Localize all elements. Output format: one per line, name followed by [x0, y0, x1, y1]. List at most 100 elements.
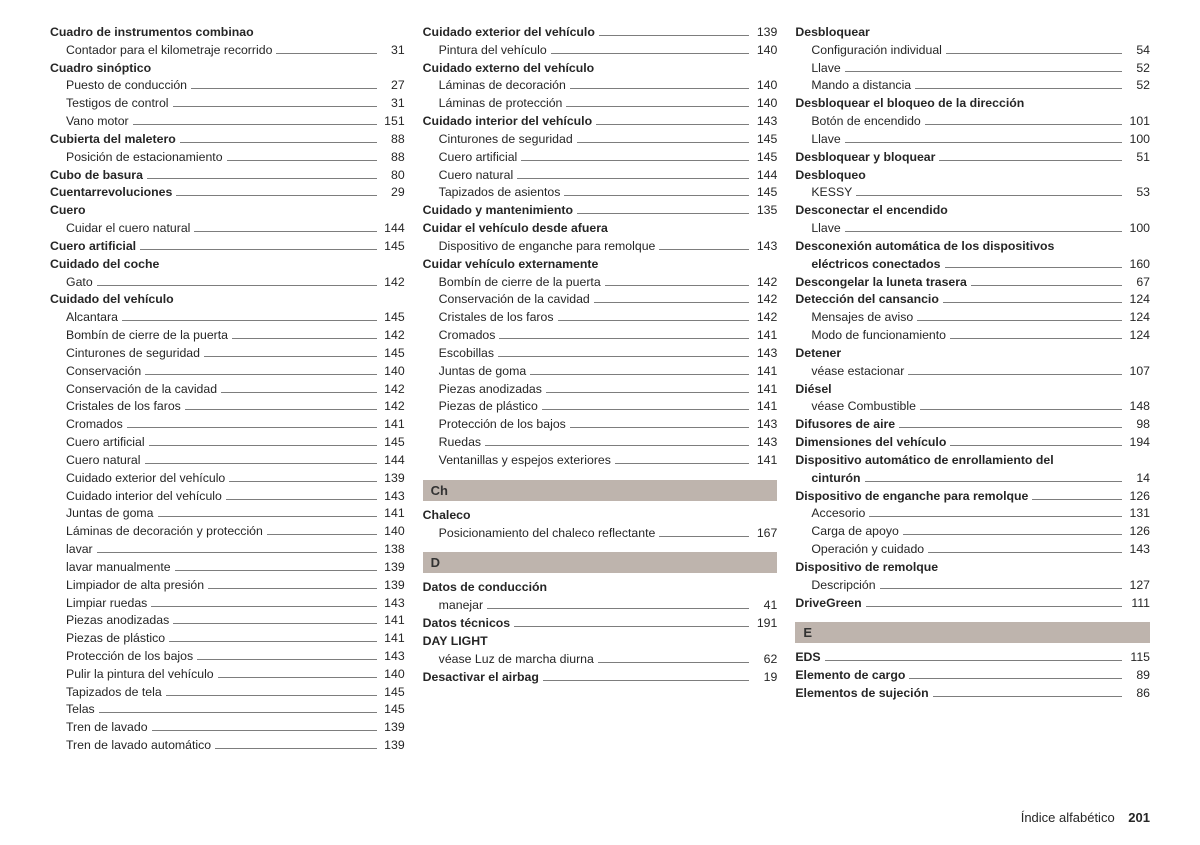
entry-page: 139 [753, 24, 777, 42]
section-header: D [423, 552, 778, 573]
entry-label: Bombín de cierre de la puerta [439, 274, 601, 292]
entry-page: 126 [1126, 488, 1150, 506]
index-subentry: Piezas de plástico141 [423, 398, 778, 416]
entry-page: 145 [753, 149, 777, 167]
leader-line [570, 427, 750, 428]
index-subentry: Cinturones de seguridad 145 [50, 345, 405, 363]
entry-label: Accesorio [811, 505, 865, 523]
leader-line [191, 88, 377, 89]
entry-label: Protección de los bajos [66, 648, 193, 666]
leader-line [147, 178, 377, 179]
index-subentry: Mando a distancia52 [795, 77, 1150, 95]
index-heading: EDS115 [795, 649, 1150, 667]
entry-label: véase estacionar [811, 363, 904, 381]
entry-label: Escobillas [439, 345, 494, 363]
entry-page: 140 [381, 363, 405, 381]
entry-page: 124 [1126, 309, 1150, 327]
section-header: E [795, 622, 1150, 643]
index-subentry: Cuero natural144 [423, 167, 778, 185]
entry-page: 139 [381, 559, 405, 577]
index-subentry: Llave52 [795, 60, 1150, 78]
index-heading: Diésel [795, 381, 1150, 399]
index-subentry: véase estacionar107 [795, 363, 1150, 381]
entry-label: Cuadro sinóptico [50, 60, 151, 78]
leader-line [577, 213, 749, 214]
entry-page: 131 [1126, 505, 1150, 523]
entry-label: Modo de funcionamiento [811, 327, 946, 345]
entry-page: 194 [1126, 434, 1150, 452]
index-heading: Dimensiones del vehículo194 [795, 434, 1150, 452]
entry-label: Dispositivo automático de enrollamiento … [795, 452, 1053, 470]
leader-line [140, 249, 377, 250]
leader-line [543, 680, 749, 681]
entry-label: Bombín de cierre de la puerta [66, 327, 228, 345]
index-heading: Dispositivo de remolque [795, 559, 1150, 577]
index-subentry: Cuidado interior del vehículo143 [50, 488, 405, 506]
index-column: Cuidado exterior del vehículo139Pintura … [423, 24, 778, 755]
entry-label: Gato [66, 274, 93, 292]
entry-page: 52 [1126, 77, 1150, 95]
entry-label: Conservación de la cavidad [66, 381, 217, 399]
leader-line [945, 267, 1123, 268]
entry-page: 88 [381, 149, 405, 167]
entry-page: 141 [381, 505, 405, 523]
entry-page: 142 [381, 327, 405, 345]
entry-label: Cubo de basura [50, 167, 143, 185]
leader-line [943, 302, 1122, 303]
entry-label: Operación y cuidado [811, 541, 924, 559]
entry-page: 140 [753, 42, 777, 60]
leader-line [845, 231, 1122, 232]
entry-label: Testigos de control [66, 95, 169, 113]
leader-line [232, 338, 377, 339]
leader-line [145, 463, 377, 464]
index-subentry: Bombín de cierre de la puerta 142 [50, 327, 405, 345]
entry-label: Cuero artificial [66, 434, 145, 452]
index-subentry: Dispositivo de enganche para remolque143 [423, 238, 778, 256]
entry-page: 142 [381, 274, 405, 292]
leader-line [133, 124, 377, 125]
index-subentry: manejar41 [423, 597, 778, 615]
index-heading: Cuadro sinóptico [50, 60, 405, 78]
entry-page: 53 [1126, 184, 1150, 202]
entry-page: 191 [753, 615, 777, 633]
leader-line [920, 409, 1122, 410]
index-columns: Cuadro de instrumentos combinaoContador … [50, 24, 1150, 755]
entry-page: 145 [381, 345, 405, 363]
leader-line [521, 160, 749, 161]
index-heading: Dispositivo de enganche para remolque126 [795, 488, 1150, 506]
entry-label: Pintura del vehículo [439, 42, 547, 60]
entry-label: manejar [439, 597, 483, 615]
entry-page: 80 [381, 167, 405, 185]
entry-label: DAY LIGHT [423, 633, 488, 651]
entry-label: Protección de los bajos [439, 416, 566, 434]
leader-line [229, 481, 376, 482]
index-subentry: Posición de estacionamiento88 [50, 149, 405, 167]
entry-label: Cuidado y mantenimiento [423, 202, 573, 220]
index-subentry: Mensajes de aviso124 [795, 309, 1150, 327]
leader-line [151, 606, 376, 607]
entry-label: Cuero artificial [439, 149, 518, 167]
entry-page: 143 [381, 595, 405, 613]
entry-label: Contador para el kilometraje recorrido [66, 42, 272, 60]
leader-line [173, 623, 376, 624]
index-subentry: véase Combustible148 [795, 398, 1150, 416]
entry-page: 62 [753, 651, 777, 669]
index-subentry: Cromados141 [50, 416, 405, 434]
index-subentry: Accesorio 131 [795, 505, 1150, 523]
entry-page: 141 [753, 452, 777, 470]
entry-page: 88 [381, 131, 405, 149]
index-heading: Elemento de cargo89 [795, 667, 1150, 685]
index-heading: Desbloquear el bloqueo de la dirección [795, 95, 1150, 113]
footer-label: Índice alfabético [1021, 810, 1115, 825]
entry-page: 54 [1126, 42, 1150, 60]
index-column: DesbloquearConfiguración individual54Lla… [795, 24, 1150, 755]
leader-line [267, 534, 377, 535]
entry-label: Cinturones de seguridad [66, 345, 200, 363]
entry-label: Pulir la pintura del vehículo [66, 666, 214, 684]
leader-line [946, 53, 1122, 54]
entry-label: Elemento de cargo [795, 667, 905, 685]
entry-page: 141 [381, 416, 405, 434]
entry-page: 140 [753, 77, 777, 95]
entry-page: 140 [381, 666, 405, 684]
entry-label: Cinturones de seguridad [439, 131, 573, 149]
